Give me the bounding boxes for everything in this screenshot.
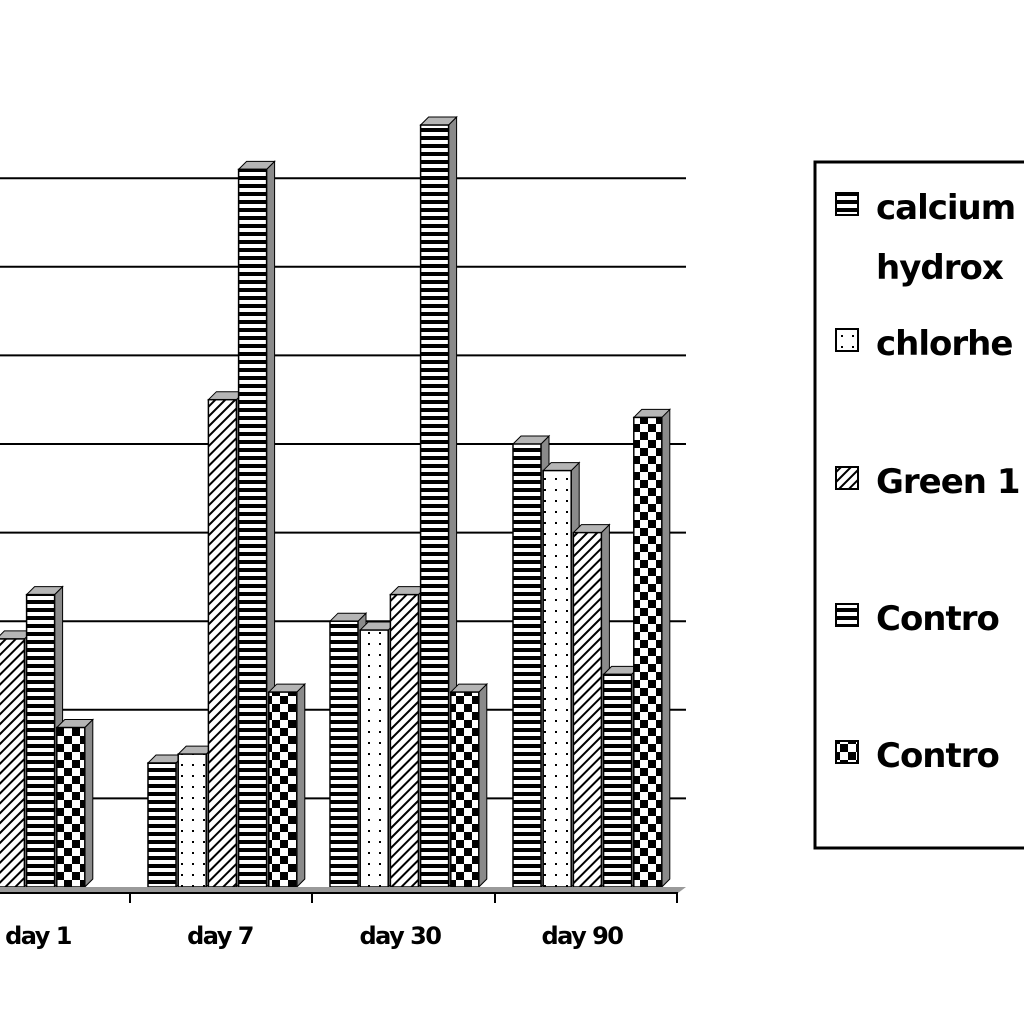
bar-front [572, 531, 603, 888]
chart-floor [0, 887, 686, 893]
legend-item: Contro [835, 599, 1000, 639]
bar-side [84, 718, 94, 889]
legend-swatch [835, 603, 859, 627]
bar-side [661, 408, 671, 889]
bar-front [450, 691, 480, 888]
bar-side [478, 682, 488, 889]
legend-swatch [835, 328, 859, 352]
plot-area [0, 115, 672, 889]
legend-item: Contro [835, 736, 1000, 776]
legend-item: calcium hydrox [835, 188, 1016, 288]
bar-group-day-90 [511, 408, 672, 889]
bar [267, 682, 307, 889]
legend-label: hydrox [876, 248, 1004, 288]
bar-front [359, 629, 389, 888]
x-tick-label: day 30 [359, 922, 441, 950]
x-tick-label: day 7 [187, 922, 253, 950]
bar-front [512, 443, 542, 888]
legend-swatch [835, 192, 859, 216]
bar-front [542, 469, 572, 888]
legend-item: Green 1 [835, 462, 1021, 502]
legend: calcium hydrox chlorhe Green 1 Contro Contro [813, 160, 1024, 850]
bar-front [207, 398, 238, 888]
bar-side [296, 682, 306, 889]
bar-front [602, 673, 633, 888]
legend-item: chlorhe [835, 324, 1013, 364]
bar-front [177, 753, 207, 888]
bar-front [419, 124, 450, 888]
bar [572, 523, 611, 889]
legend-label: Contro [876, 599, 999, 639]
legend-swatch [835, 740, 859, 764]
bar-group-day-7 [146, 160, 307, 889]
bar [449, 682, 489, 889]
bar-front [237, 168, 268, 888]
x-tick-label: day 1 [5, 922, 72, 950]
bar-front [633, 416, 663, 888]
legend-label: Green 1 [876, 462, 1020, 502]
bar-front [389, 593, 420, 888]
bar [632, 408, 672, 889]
bar-front [329, 620, 359, 888]
legend-label: calcium [876, 188, 1015, 228]
bar-front [147, 762, 177, 888]
bar-front [0, 638, 26, 888]
bar [55, 718, 95, 889]
bar-group-day-1 [0, 585, 95, 889]
legend-label: Contro [876, 736, 999, 776]
x-axis: day 1 day 7 day 30 day 90 [0, 887, 686, 950]
legend-swatch [835, 466, 859, 490]
bar-front [56, 726, 86, 888]
legend-label: chlorhe [876, 324, 1012, 364]
bar-front [268, 691, 298, 888]
x-tick-label: day 90 [541, 922, 623, 950]
bar-group-day-30 [328, 115, 489, 889]
bar-front [25, 593, 56, 888]
legend-box [813, 160, 1024, 850]
